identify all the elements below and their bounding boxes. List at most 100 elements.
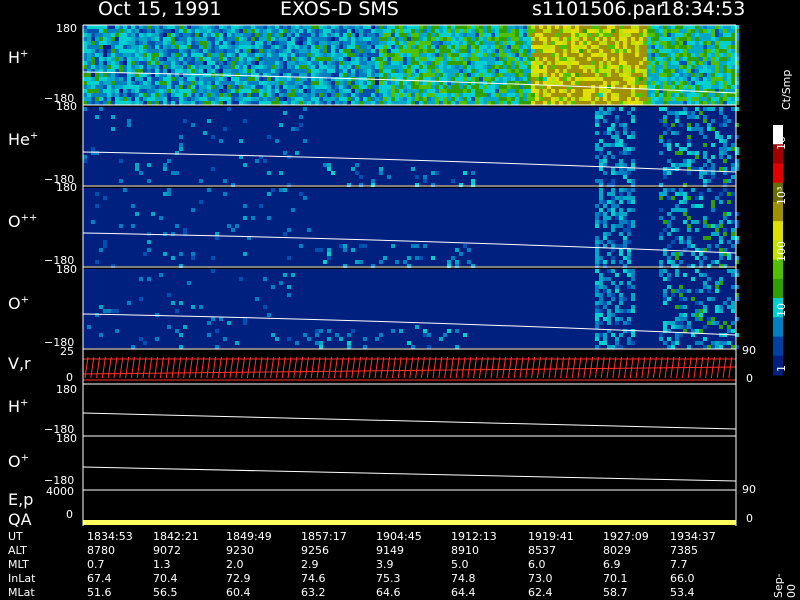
row-label-alt: ALT: [8, 544, 27, 557]
cell-inlat-1: 70.4: [153, 572, 178, 585]
cell-mlt-1: 1.3: [153, 558, 171, 571]
row-label-inlat: InLat: [8, 572, 36, 585]
tick-bottom-8: 0: [66, 508, 73, 521]
plot-time: 18:34:53: [660, 0, 746, 20]
colorbar-band-3: [773, 182, 783, 203]
row-label-ut: UT: [8, 530, 23, 543]
tick-bottom-6: −180: [44, 474, 75, 487]
cell-inlat-3: 74.6: [301, 572, 326, 585]
side-note: Sep-00 2AA: [772, 573, 800, 598]
colorbar-band-10: [773, 317, 783, 338]
pitch-line-0: [82, 71, 737, 94]
cell-mlt-2: 2.0: [226, 558, 244, 571]
cell-mlt-6: 6.0: [528, 558, 546, 571]
panel-label-ep: E,p: [8, 490, 34, 509]
colorbar-band-11: [773, 336, 783, 357]
cell-inlat-5: 74.8: [451, 572, 476, 585]
heatmap-o-plus: [87, 269, 739, 349]
cell-mlat-4: 64.6: [376, 586, 401, 599]
colorbar-band-9: [773, 298, 783, 318]
right-tick-top-7: 90: [742, 483, 756, 496]
colorbar-band-2: [773, 163, 783, 184]
cell-mlt-8: 7.7: [670, 558, 688, 571]
row-label-mlt: MLT: [8, 558, 29, 571]
tick-top-7: 4000: [46, 485, 74, 498]
vr-trace: [84, 356, 733, 379]
panel-label-h-plus-2: H+: [8, 397, 29, 416]
right-tick-bottom-8: 0: [746, 512, 753, 525]
tick-top-5: 180: [56, 383, 77, 396]
qa-bar: [83, 520, 736, 525]
tick-top-1: 180: [56, 100, 77, 113]
cell-mlat-5: 64.4: [451, 586, 476, 599]
colorbar-band-0: [773, 125, 783, 145]
cell-ut-7: 1927:09: [603, 530, 649, 543]
vr-mid-line: [82, 366, 737, 375]
file-name: s1101506.par: [532, 0, 665, 20]
colorbar-band-1: [773, 144, 783, 164]
right-tick-bottom-4: 0: [746, 372, 753, 385]
colorbar-label-10e3: 10³: [775, 186, 788, 205]
tick-top-6: 180: [56, 432, 77, 445]
cell-inlat-2: 72.9: [226, 572, 251, 585]
row-label-mlat: MLat: [8, 586, 35, 599]
cell-ut-8: 1934:37: [670, 530, 716, 543]
right-tick-top-4: 90: [742, 344, 756, 357]
panel-label-o-plusplus: O++: [8, 212, 38, 231]
cell-mlat-0: 51.6: [87, 586, 112, 599]
heatmap-he-plus: [83, 107, 739, 187]
cell-mlt-7: 6.9: [603, 558, 621, 571]
colorbar-unit: Ct/Smp: [780, 69, 793, 110]
cell-ut-2: 1849:49: [226, 530, 272, 543]
cell-inlat-8: 66.0: [670, 572, 695, 585]
tick-top-2: 180: [56, 181, 77, 194]
cell-alt-0: 8780: [87, 544, 115, 557]
plot-date: Oct 15, 1991: [98, 0, 222, 20]
cell-mlat-1: 56.5: [153, 586, 178, 599]
colorbar-label-10e4: 10⁴: [775, 131, 788, 150]
cell-inlat-0: 67.4: [87, 572, 112, 585]
cell-inlat-6: 73.0: [528, 572, 553, 585]
cell-alt-1: 9072: [153, 544, 181, 557]
cell-alt-3: 9256: [301, 544, 329, 557]
panel-label-o-plus-2: O+: [8, 452, 29, 471]
colorbar-label-1: 1: [775, 365, 788, 372]
cell-alt-5: 8910: [451, 544, 479, 557]
tick-top-3: 180: [56, 263, 77, 276]
cell-ut-5: 1912:13: [451, 530, 497, 543]
colorbar-band-5: [773, 221, 783, 241]
colorbar-band-6: [773, 240, 783, 261]
panel-label-h-plus: H+: [8, 48, 29, 67]
tick-bottom-3: −180: [44, 336, 75, 349]
panel-label-he-plus: He+: [8, 130, 39, 149]
heatmap-h-plus: [83, 25, 739, 105]
cell-mlat-8: 53.4: [670, 586, 695, 599]
instrument-title: EXOS-D SMS: [280, 0, 399, 20]
cell-alt-8: 7385: [670, 544, 698, 557]
tick-bottom-0: −180: [44, 92, 75, 105]
tick-bottom-2: −180: [44, 254, 75, 267]
cell-mlt-4: 3.9: [376, 558, 394, 571]
cell-ut-4: 1904:45: [376, 530, 422, 543]
colorbar-band-7: [773, 259, 783, 280]
cell-alt-4: 9149: [376, 544, 404, 557]
tick-bottom-4: 0: [66, 371, 73, 384]
pitch-line-3: [82, 313, 737, 336]
colorbar-label-10: 10: [775, 303, 788, 317]
tick-top-0: 180: [56, 22, 77, 35]
cell-ut-0: 1834:53: [87, 530, 133, 543]
colorbar-band-4: [773, 201, 783, 222]
h-plus-2-line: [82, 412, 737, 430]
colorbar-label-100: 100: [775, 241, 788, 262]
tick-bottom-1: −180: [44, 173, 75, 186]
cell-mlat-2: 60.4: [226, 586, 251, 599]
cell-alt-7: 8029: [603, 544, 631, 557]
o-plus-2-line: [82, 466, 737, 482]
panel-label-vr: V,r: [8, 354, 31, 373]
cell-mlat-6: 62.4: [528, 586, 553, 599]
cell-inlat-7: 70.1: [603, 572, 628, 585]
cell-mlt-0: 0.7: [87, 558, 105, 571]
panel-label-qa: QA: [8, 510, 32, 529]
